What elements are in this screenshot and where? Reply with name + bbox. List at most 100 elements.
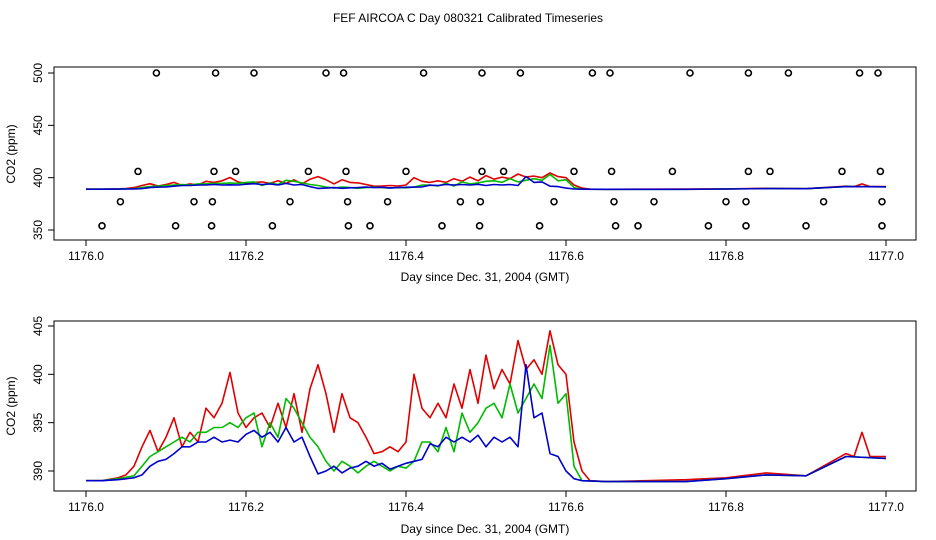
marker-point <box>366 222 374 230</box>
x-tick-label: 1176.8 <box>708 249 744 263</box>
y-tick-label: 405 <box>31 316 45 336</box>
y-tick-label: 400 <box>31 364 45 384</box>
bottom-series-group <box>86 329 887 483</box>
marker-point <box>611 222 620 230</box>
chart-title: FEF AIRCOA C Day 080321 Calibrated Times… <box>333 11 603 25</box>
top-x-axis-label: Day since Dec. 31, 2004 (GMT) <box>401 270 570 284</box>
top-y-axis: 350 400 450 500 <box>31 63 54 240</box>
marker-point <box>742 222 750 230</box>
marker-point <box>211 69 220 77</box>
marker-point <box>766 167 774 176</box>
marker-point <box>570 167 578 176</box>
marker-point <box>855 69 864 77</box>
marker-point <box>476 197 485 206</box>
marker-point <box>304 167 313 176</box>
bottom-y-axis: 390 395 400 405 <box>31 316 54 481</box>
marker-point <box>650 197 658 206</box>
marker-point <box>208 197 217 206</box>
marker-point <box>171 222 180 230</box>
x-tick-label: 1177.0 <box>868 249 904 263</box>
x-tick-label: 1176.2 <box>228 249 264 263</box>
marker-point <box>475 222 484 230</box>
marker-point <box>134 167 142 176</box>
marker-point <box>744 167 753 176</box>
marker-point <box>478 167 486 176</box>
marker-point <box>98 222 106 230</box>
x-tick-label: 1176.8 <box>708 500 744 514</box>
bottom-x-axis: 1176.0 1176.2 1176.4 1176.6 1176.8 1177.0 <box>68 491 904 514</box>
top-y-axis-label: CO2 (ppm) <box>4 124 18 183</box>
x-tick-label: 1176.0 <box>68 500 104 514</box>
bottom-y-axis-label: CO2 (ppm) <box>4 376 18 435</box>
marker-point <box>838 167 846 176</box>
y-tick-label: 450 <box>31 115 45 135</box>
x-tick-label: 1176.6 <box>548 249 584 263</box>
marker-point <box>478 69 486 77</box>
series-line-green <box>86 344 887 483</box>
bottom-panel: 1176.0 1176.2 1176.4 1176.6 1176.8 1177.0 390… <box>4 316 917 536</box>
marker-point <box>588 69 597 77</box>
marker-point <box>152 69 161 77</box>
x-tick-label: 1176.4 <box>388 249 424 263</box>
marker-point <box>286 197 294 206</box>
marker-point <box>607 167 616 176</box>
marker-point <box>419 69 428 77</box>
marker-point <box>383 197 392 206</box>
marker-point <box>550 197 558 206</box>
marker-point <box>250 69 258 77</box>
marker-point <box>668 167 677 176</box>
marker-point <box>606 69 614 77</box>
y-tick-label: 500 <box>31 63 45 83</box>
marker-point <box>342 167 350 176</box>
x-tick-label: 1176.0 <box>68 249 104 263</box>
series-line-blue <box>86 363 887 483</box>
top-series-group <box>86 172 887 191</box>
x-tick-label: 1177.0 <box>868 500 904 514</box>
marker-point <box>819 197 828 206</box>
top-x-axis: 1176.0 1176.2 1176.4 1176.6 1176.8 1177.0 <box>68 240 904 263</box>
series-line-blue <box>86 175 887 191</box>
marker-point <box>207 222 216 230</box>
y-tick-label: 390 <box>31 461 45 481</box>
marker-point <box>438 222 446 230</box>
top-markers-group <box>98 69 886 230</box>
marker-point <box>210 167 218 176</box>
marker-point <box>322 69 330 77</box>
y-tick-label: 350 <box>31 220 45 240</box>
y-tick-label: 395 <box>31 412 45 432</box>
marker-point <box>116 197 125 206</box>
bottom-plot-frame <box>53 320 917 492</box>
marker-point <box>878 197 886 206</box>
marker-point <box>704 222 713 230</box>
marker-point <box>268 222 277 230</box>
marker-point <box>190 197 198 206</box>
marker-point <box>610 197 618 206</box>
marker-point <box>339 69 348 77</box>
marker-point <box>876 167 885 176</box>
marker-point <box>742 197 750 206</box>
bottom-x-axis-label: Day since Dec. 31, 2004 (GMT) <box>401 522 570 536</box>
series-line-red <box>86 329 886 483</box>
x-tick-label: 1176.6 <box>548 500 584 514</box>
marker-point <box>784 69 793 77</box>
y-tick-label: 400 <box>31 167 45 187</box>
marker-point <box>744 69 753 77</box>
marker-point <box>402 167 410 176</box>
x-tick-label: 1176.4 <box>388 500 424 514</box>
x-tick-label: 1176.2 <box>228 500 264 514</box>
marker-point <box>802 222 810 230</box>
marker-point <box>535 222 544 230</box>
marker-point <box>722 197 730 206</box>
marker-point <box>499 167 508 176</box>
marker-point <box>874 69 882 77</box>
marker-point <box>344 222 353 230</box>
top-plot-frame <box>53 66 917 241</box>
marker-point <box>686 69 694 77</box>
marker-point <box>878 222 886 230</box>
marker-point <box>634 222 642 230</box>
top-panel: 1176.0 1176.2 1176.4 1176.6 1176.8 1177.0 350… <box>4 63 917 284</box>
marker-point <box>456 197 465 206</box>
marker-point <box>231 167 240 176</box>
marker-point <box>343 197 352 206</box>
